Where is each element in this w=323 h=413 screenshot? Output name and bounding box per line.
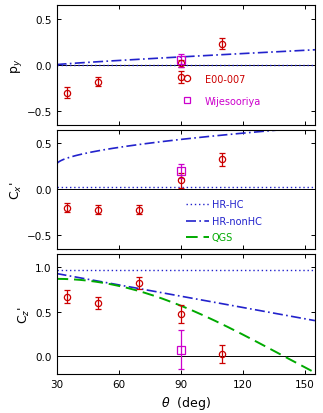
Y-axis label: C$_{x}$': C$_{x}$' bbox=[8, 181, 24, 199]
Text: HR-nonHC: HR-nonHC bbox=[212, 216, 261, 226]
Text: QGS: QGS bbox=[212, 233, 233, 243]
Text: Wijesooriya: Wijesooriya bbox=[205, 97, 261, 107]
Text: HR-HC: HR-HC bbox=[212, 199, 243, 209]
Y-axis label: p$_y$: p$_y$ bbox=[9, 58, 24, 74]
Y-axis label: C$_{z}$': C$_{z}$' bbox=[17, 305, 32, 323]
Text: E00-007: E00-007 bbox=[205, 75, 245, 85]
X-axis label: $\theta$  (deg): $\theta$ (deg) bbox=[161, 394, 211, 411]
